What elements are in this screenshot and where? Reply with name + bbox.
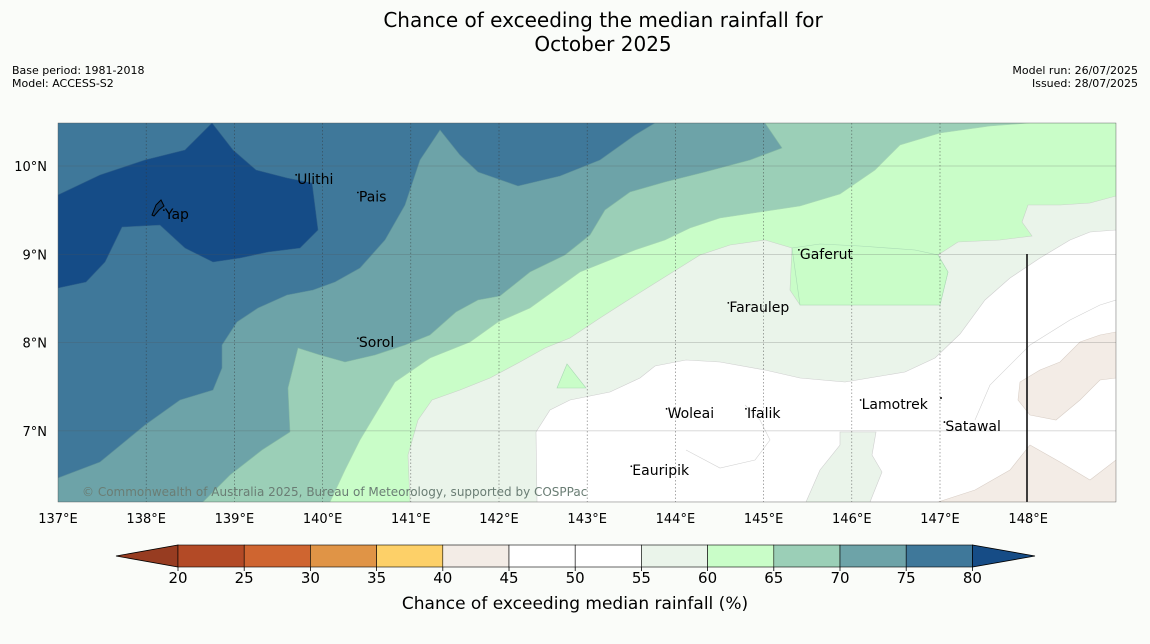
place-marker [943, 421, 946, 423]
longitude-label: 148°E [1008, 512, 1048, 527]
longitude-label: 140°E [303, 512, 343, 527]
latitude-label: 7°N [23, 425, 48, 440]
colorbar-tick-label: 40 [433, 569, 452, 587]
colorbar-segment [574, 544, 642, 568]
place-marker [797, 248, 800, 251]
gridlines [58, 123, 1116, 502]
contour-line [685, 404, 771, 469]
place-marker [727, 301, 730, 304]
place-label: Ifalik [747, 406, 781, 422]
yap-island [151, 199, 165, 217]
place-label: Eauripik [632, 463, 690, 479]
colorbar-tick-label: 80 [963, 569, 982, 587]
map-frame [57, 122, 1117, 503]
region-beige-right [1017, 331, 1116, 421]
place-marker [295, 173, 298, 176]
place-marker [162, 209, 165, 212]
colorbar-segment [773, 544, 841, 568]
place-label: Woleai [668, 406, 715, 422]
colorbar-title: Chance of exceeding median rainfall (%) [401, 594, 749, 614]
model-run-text: Model run: 26/07/2025 [1012, 64, 1138, 77]
place-marker [630, 465, 633, 468]
title-line-2: October 2025 [534, 32, 672, 56]
place-label: Sorol [359, 335, 394, 351]
longitude-label: 137°E [38, 512, 78, 527]
colorbar-tick-label: 65 [764, 569, 783, 587]
latitude-label: 8°N [23, 337, 48, 352]
colorbar-segment [177, 544, 245, 568]
title-line-1: Chance of exceeding the median rainfall … [383, 8, 823, 32]
colorbar-tick-label: 20 [168, 569, 187, 587]
colorbar-segment [376, 544, 444, 568]
colorbar-segment [243, 544, 311, 568]
longitude-label: 139°E [215, 512, 255, 527]
place-label: Ulithi [297, 172, 333, 188]
contour-line-east [974, 299, 1116, 421]
issued-text: Issued: 28/07/2025 [1031, 77, 1138, 90]
place-labels: Yap Ulithi Pais Gaferut Faraulep Sorol Lamotre… [162, 172, 1001, 479]
place-label: Yap [164, 207, 189, 223]
colorbar-tick-label: 70 [830, 569, 849, 587]
longitude-labels: 137°E 138°E 139°E 140°E 141°E 142°E 143°E 144°E… [38, 512, 1048, 527]
meta-left: Base period: 1981-2018 Model: ACCESS-S2 [12, 64, 144, 90]
model-text: Model: ACCESS-S2 [12, 77, 114, 90]
colorbar-segment [905, 544, 973, 568]
place-label: Pais [359, 189, 387, 205]
islet-marker [940, 397, 942, 399]
colorbar: 20 25 30 35 40 45 50 55 60 65 70 75 80 [115, 544, 1036, 587]
colorbar-under-arrow [115, 544, 179, 568]
region-green-light-lobe [791, 243, 949, 306]
colorbar-over-arrow [972, 544, 1036, 568]
colorbar-segment [508, 544, 576, 568]
colorbar-segment [839, 544, 907, 568]
place-marker [356, 191, 359, 194]
colorbar-tick-label: 75 [897, 569, 916, 587]
colorbar-segment [442, 544, 510, 568]
longitude-label: 141°E [391, 512, 431, 527]
place-label: Lamotrek [862, 397, 929, 413]
colorbar-tick-label: 45 [499, 569, 518, 587]
colorbar-tick-label: 30 [301, 569, 320, 587]
longitude-label: 144°E [656, 512, 696, 527]
colorbar-tick-label: 25 [235, 569, 254, 587]
base-period-text: Base period: 1981-2018 [12, 64, 145, 77]
longitude-label: 145°E [744, 512, 784, 527]
longitude-label: 147°E [920, 512, 960, 527]
colorbar-segment [641, 544, 708, 568]
place-label: Faraulep [729, 300, 789, 316]
colorbar-segment [310, 544, 377, 568]
region-white [535, 229, 1116, 502]
longitude-label: 138°E [126, 512, 166, 527]
longitude-label: 142°E [479, 512, 519, 527]
latitude-label: 10°N [14, 160, 47, 175]
colorbar-segment [707, 544, 775, 568]
colorbar-tick-label: 60 [698, 569, 717, 587]
longitude-label: 146°E [832, 512, 872, 527]
copyright-text: © Commonwealth of Australia 2025, Bureau… [82, 485, 587, 499]
colorbar-tick-label: 50 [566, 569, 585, 587]
colorbar-tick-label: 35 [367, 569, 386, 587]
colorbar-tick-label: 55 [632, 569, 651, 587]
chart-title: Chance of exceeding the median rainfall … [0, 8, 1150, 56]
region-dark-blue [58, 123, 319, 289]
place-label: Satawal [945, 419, 1000, 435]
latitude-labels: 10°N 9°N 8°N 7°N [14, 160, 47, 440]
meta-right: Model run: 26/07/2025 Issued: 28/07/2025 [1012, 64, 1138, 90]
longitude-label: 143°E [567, 512, 607, 527]
region-green-patch [556, 363, 587, 389]
place-marker [665, 407, 668, 410]
place-marker [356, 337, 359, 340]
place-label: Gaferut [800, 247, 854, 263]
place-marker [745, 407, 747, 410]
place-marker [859, 399, 862, 401]
latitude-label: 9°N [23, 248, 48, 263]
